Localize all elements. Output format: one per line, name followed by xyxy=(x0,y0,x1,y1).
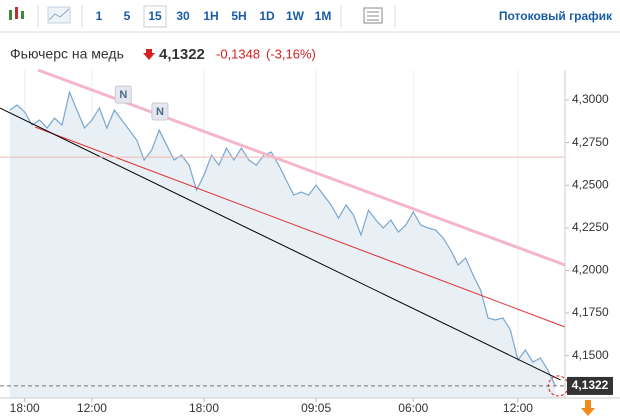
x-tick-label: 12:00 xyxy=(503,401,533,415)
area-icon[interactable] xyxy=(47,6,71,24)
trendline xyxy=(0,107,561,381)
stream-chart-link[interactable]: Потоковый график xyxy=(499,9,613,23)
x-tick-label: 18:00 xyxy=(189,401,219,415)
last-price-box xyxy=(567,376,613,395)
interval-button[interactable]: 1D xyxy=(259,9,275,23)
interval-button[interactable]: 1W xyxy=(286,9,305,23)
interval-button[interactable]: 1M xyxy=(315,9,332,23)
down-arrow xyxy=(143,49,155,60)
y-tick-label: 4,1750 xyxy=(572,305,609,319)
interval-button[interactable]: 1 xyxy=(96,9,103,23)
last-price-label: 4,1322 xyxy=(572,378,609,392)
price-line xyxy=(9,90,556,387)
price: 4,1322 xyxy=(159,46,205,63)
x-tick-label: 12:00 xyxy=(77,401,107,415)
selected-interval-box xyxy=(143,5,167,28)
x-tick-label: 18:00 xyxy=(10,401,40,415)
plot: Investing.com18:0012:0018:0009:0506:0012… xyxy=(0,68,613,415)
candle-icon[interactable] xyxy=(9,7,24,20)
change: -0,1348 xyxy=(216,46,260,61)
interval-button[interactable]: 1H xyxy=(203,9,218,23)
y-tick-label: 4,2250 xyxy=(572,220,609,234)
news-marker-label: N xyxy=(119,89,127,101)
instrument-name: Фьючерс на медь xyxy=(10,46,124,62)
x-tick-label: 09:05 xyxy=(301,401,331,415)
settings-icon[interactable] xyxy=(363,7,383,24)
x-tick-label: 06:00 xyxy=(398,401,428,415)
interval-button[interactable]: 5H xyxy=(231,9,246,23)
y-tick-label: 4,2000 xyxy=(572,263,609,277)
y-tick-label: 4,1500 xyxy=(572,348,609,362)
y-tick-label: 4,2500 xyxy=(572,177,609,191)
change-pct: (-3,16%) xyxy=(266,46,316,61)
interval-button[interactable]: 5 xyxy=(124,9,131,23)
y-tick-label: 4,3000 xyxy=(572,92,609,106)
news-marker xyxy=(114,85,132,104)
scroll-arrow[interactable] xyxy=(581,400,595,416)
news-marker-label: N xyxy=(156,106,164,118)
news-marker xyxy=(151,102,169,121)
trendline xyxy=(34,126,566,328)
interval-button[interactable]: 15 xyxy=(148,9,162,23)
y-tick-label: 4,2750 xyxy=(572,135,609,149)
interval-button[interactable]: 30 xyxy=(176,9,190,23)
